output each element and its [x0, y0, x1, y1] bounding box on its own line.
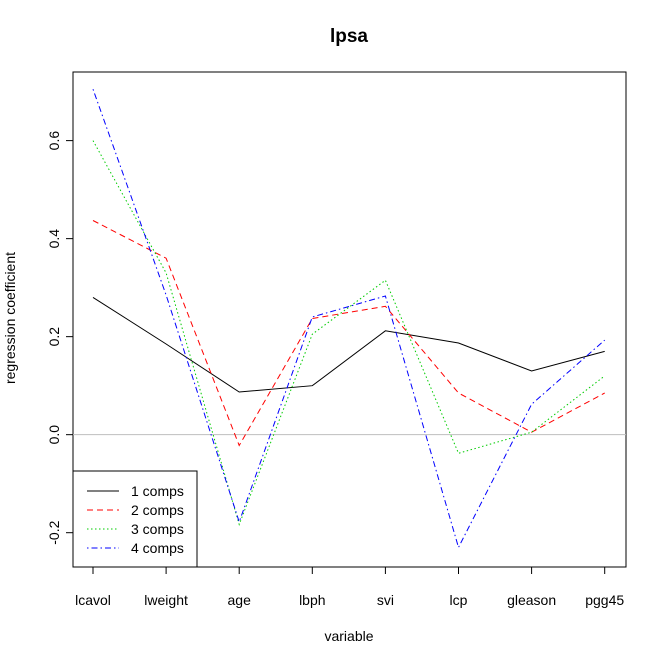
plot-frame — [72, 71, 627, 568]
x-tick-label: svi — [377, 592, 394, 608]
y-tick-label: 0.0 — [46, 425, 62, 445]
legend-label-4: 4 comps — [131, 540, 184, 556]
plot-area: -0.2 0.0 0.2 0.4 0.6 lcavol lweight age lbph svi l… — [46, 71, 627, 608]
series-line-4 — [92, 89, 606, 549]
y-tick-label: 0.4 — [46, 229, 62, 249]
series-line-1 — [92, 296, 605, 393]
series-line-2 — [92, 220, 605, 447]
x-tick-label: lweight — [144, 592, 188, 608]
y-tick-label: 0.6 — [46, 131, 62, 151]
x-tick-label: lbph — [299, 592, 325, 608]
x-tick-label: age — [228, 592, 252, 608]
y-tick-label: -0.2 — [46, 520, 62, 544]
x-tick-label: pgg45 — [585, 592, 624, 608]
y-tick-label: 0.2 — [46, 327, 62, 347]
x-tick-label: lcavol — [75, 592, 111, 608]
legend-box — [72, 470, 198, 568]
legend-label-3: 3 comps — [131, 521, 184, 537]
y-axis-label: regression coefficient — [2, 252, 18, 384]
legend-label-1: 1 comps — [131, 483, 184, 499]
x-tick-label: lcp — [450, 592, 468, 608]
x-tick-label: gleason — [507, 592, 556, 608]
legend-label-2: 2 comps — [131, 502, 184, 518]
x-axis-label: variable — [324, 628, 373, 644]
chart-title: lpsa — [330, 26, 368, 47]
series-line-3 — [92, 140, 606, 526]
